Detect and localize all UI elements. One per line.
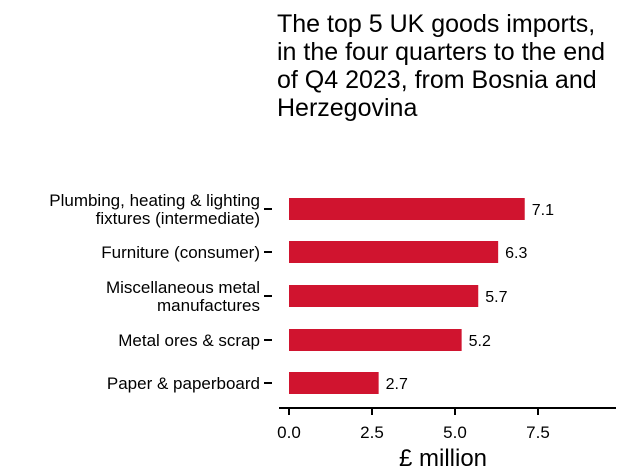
category-label: Metal ores & scrap (118, 331, 260, 350)
bar (289, 241, 499, 263)
x-tick-label: 2.5 (360, 423, 384, 442)
x-axis-title: £ million (399, 445, 487, 470)
data-label: 2.7 (386, 376, 408, 393)
category-label: Plumbing, heating & lighting fixtures (in… (49, 191, 260, 228)
bar (289, 329, 462, 351)
x-tick-label: 7.5 (526, 423, 550, 442)
category-label: Miscellaneous metal manufactures (106, 278, 260, 315)
category-label: Furniture (consumer) (101, 243, 260, 262)
data-label: 7.1 (532, 202, 554, 219)
data-label: 5.2 (469, 333, 491, 350)
data-label: 5.7 (485, 289, 507, 306)
category-label: Paper & paperboard (107, 374, 260, 393)
bars-layer: 7.1 6.3 5.7 5.2 2.7 (289, 198, 554, 394)
y-axis: Plumbing, heating & lighting fixtures (in… (49, 191, 272, 393)
data-label: 6.3 (505, 245, 527, 262)
x-tick-label: 0.0 (277, 423, 301, 442)
bar (289, 285, 479, 307)
chart-title: The top 5 UK goods imports, in the four … (277, 10, 605, 122)
bar (289, 372, 379, 394)
x-tick-label: 5.0 (443, 423, 467, 442)
x-axis: 0.0 2.5 5.0 7.5 (277, 407, 616, 442)
bar (289, 198, 525, 220)
